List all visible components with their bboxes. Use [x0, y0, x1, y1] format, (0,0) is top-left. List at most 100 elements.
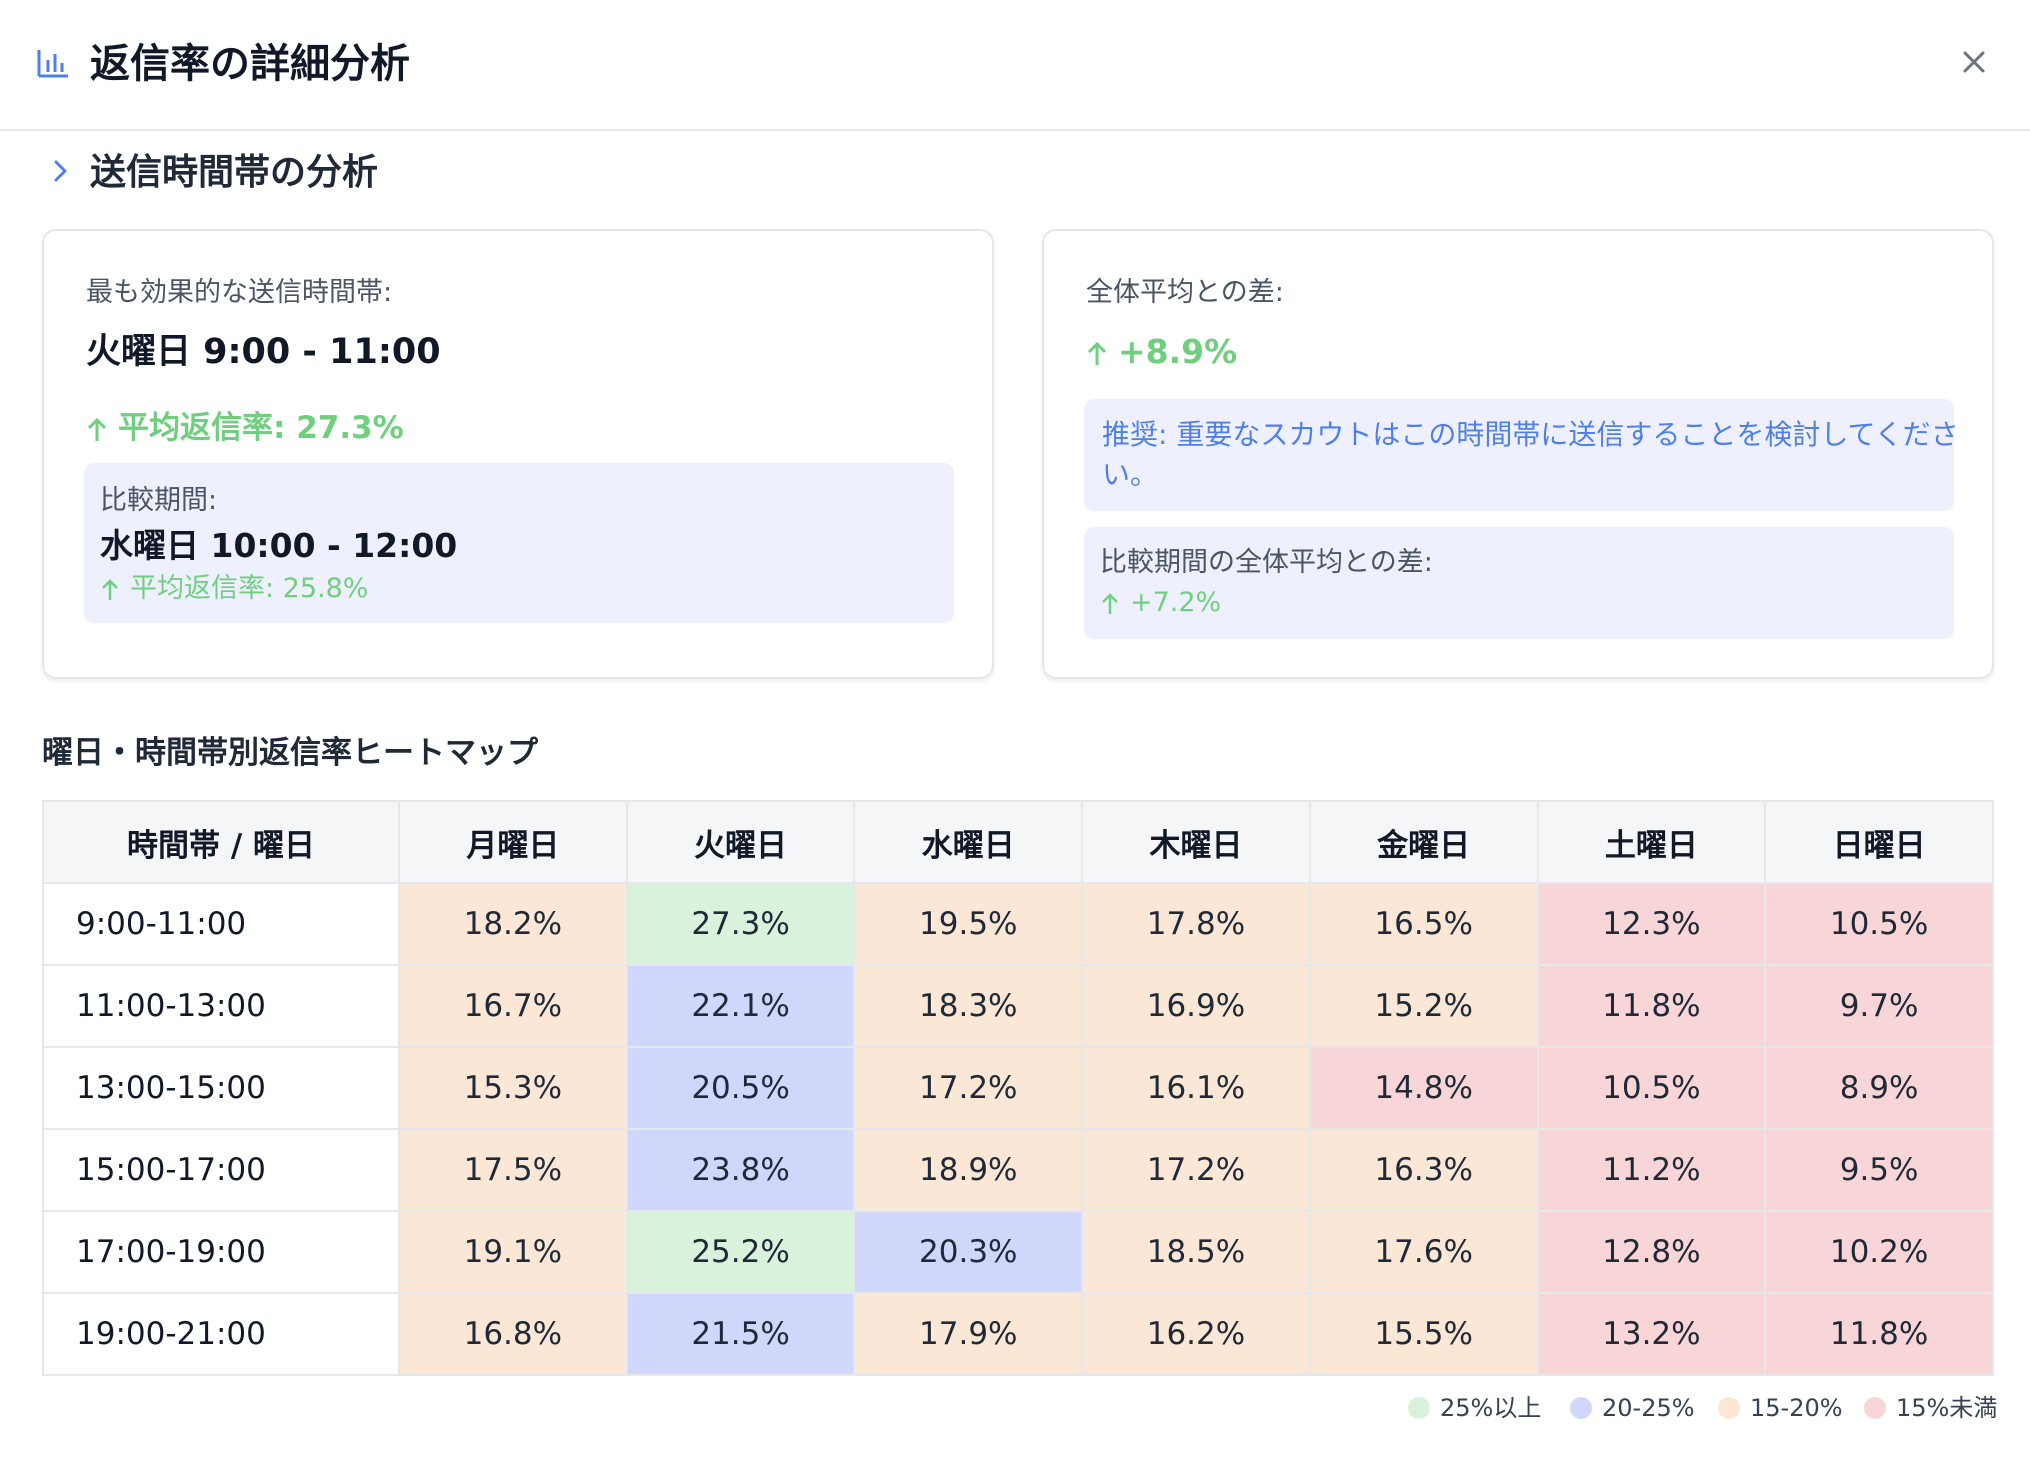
- best-time-label: 最も効果的な送信時間帯:: [86, 277, 393, 308]
- compare-period-rate: 平均返信率: 25.8%: [100, 569, 368, 609]
- table-row: 11:00-13:00 16.7% 22.1% 18.3% 16.9% 15.2…: [42, 964, 1994, 1048]
- rate-cell: 8.9%: [1764, 1046, 1994, 1130]
- compare-diff-label: 比較期間の全体平均との差:: [1100, 547, 1433, 578]
- arrow-up-icon: [87, 417, 107, 441]
- rate-cell: 11.8%: [1536, 964, 1767, 1048]
- best-time-value: 火曜日 9:00 - 11:00: [86, 332, 441, 372]
- rate-cell: 23.8%: [625, 1128, 856, 1212]
- rate-cell: 16.3%: [1308, 1128, 1539, 1212]
- rate-cell: 10.5%: [1536, 1046, 1767, 1130]
- rate-cell: 18.3%: [853, 964, 1084, 1048]
- heatmap-table: 時間帯 / 曜日 月曜日 火曜日 水曜日 木曜日 金曜日 土曜日 日曜日 9:0…: [42, 800, 1994, 1376]
- rate-cell: 20.5%: [625, 1046, 856, 1130]
- time-slot-cell: 15:00-17:00: [42, 1128, 400, 1212]
- legend-label-very-low: 15%未満: [1896, 1394, 1998, 1422]
- header-friday: 金曜日: [1308, 800, 1539, 884]
- header-time-day: 時間帯 / 曜日: [42, 800, 400, 884]
- rate-cell: 15.2%: [1308, 964, 1539, 1048]
- rate-cell: 9.5%: [1764, 1128, 1994, 1212]
- table-row: 19:00-21:00 16.8% 21.5% 17.9% 16.2% 15.5…: [42, 1292, 1994, 1376]
- compare-period-value: 水曜日 10:00 - 12:00: [100, 526, 458, 565]
- arrow-up-icon: [102, 578, 118, 600]
- rate-cell: 17.5%: [398, 1128, 628, 1212]
- heatmap-title: 曜日・時間帯別返信率ヒートマップ: [42, 735, 538, 771]
- compare-period-rate-text: 平均返信率: 25.8%: [130, 573, 369, 604]
- time-slot-cell: 17:00-19:00: [42, 1210, 400, 1294]
- time-slot-cell: 9:00-11:00: [42, 882, 400, 966]
- dialog-header: 返信率の詳細分析: [0, 0, 2030, 131]
- rate-cell: 16.2%: [1081, 1292, 1311, 1376]
- rate-cell: 12.3%: [1536, 882, 1767, 966]
- chevron-right-icon: [54, 160, 67, 182]
- time-slot-cell: 19:00-21:00: [42, 1292, 400, 1376]
- rate-cell: 19.1%: [398, 1210, 628, 1294]
- legend-swatch-low: [1718, 1397, 1740, 1419]
- legend-swatch-high: [1408, 1397, 1430, 1419]
- average-diff-label: 全体平均との差:: [1086, 277, 1284, 308]
- compare-period-box: 比較期間: 水曜日 10:00 - 12:00 平均返信率: 25.8%: [84, 463, 954, 623]
- table-row: 9:00-11:00 18.2% 27.3% 19.5% 17.8% 16.5%…: [42, 882, 1994, 966]
- best-time-card: 最も効果的な送信時間帯: 火曜日 9:00 - 11:00 平均返信率: 27.…: [42, 229, 994, 679]
- rate-cell: 18.5%: [1081, 1210, 1311, 1294]
- rate-cell: 17.2%: [853, 1046, 1084, 1130]
- time-slot-cell: 11:00-13:00: [42, 964, 400, 1048]
- compare-diff-box: 比較期間の全体平均との差: +7.2%: [1084, 527, 1954, 639]
- legend-swatch-mid: [1570, 1397, 1592, 1419]
- rate-cell: 18.2%: [398, 882, 628, 966]
- rate-cell: 17.2%: [1081, 1128, 1311, 1212]
- table-row: 13:00-15:00 15.3% 20.5% 17.2% 16.1% 14.8…: [42, 1046, 1994, 1130]
- arrow-up-icon: [1087, 341, 1107, 365]
- rate-cell: 27.3%: [625, 882, 856, 966]
- rate-cell: 17.9%: [853, 1292, 1084, 1376]
- rate-cell: 12.8%: [1536, 1210, 1767, 1294]
- compare-diff-value-text: +7.2%: [1130, 587, 1222, 618]
- rate-cell: 16.8%: [398, 1292, 628, 1376]
- best-time-rate-text: 平均返信率: 27.3%: [118, 410, 404, 446]
- rate-cell: 16.1%: [1081, 1046, 1311, 1130]
- rate-cell: 17.8%: [1081, 882, 1311, 966]
- best-time-rate: 平均返信率: 27.3%: [86, 403, 404, 453]
- recommendation-box: 推奨: 重要なスカウトはこの時間帯に送信することを検討してください。: [1084, 399, 1959, 511]
- rate-cell: 22.1%: [625, 964, 856, 1048]
- rate-cell: 11.8%: [1764, 1292, 1994, 1376]
- legend-swatch-very-low: [1864, 1397, 1886, 1419]
- rate-cell: 18.9%: [853, 1128, 1084, 1212]
- rate-cell: 25.2%: [625, 1210, 856, 1294]
- rate-cell: 17.6%: [1308, 1210, 1539, 1294]
- table-row: 15:00-17:00 17.5% 23.8% 18.9% 17.2% 16.3…: [42, 1128, 1994, 1212]
- average-diff-value: +8.9%: [1086, 327, 1237, 377]
- recommendation-text: 推奨: 重要なスカウトはこの時間帯に送信することを検討してください。: [1102, 418, 1959, 491]
- rate-cell: 15.3%: [398, 1046, 628, 1130]
- close-icon[interactable]: [1954, 42, 1994, 82]
- bar-chart-icon: [37, 50, 68, 78]
- rate-cell: 16.7%: [398, 964, 628, 1048]
- header-monday: 月曜日: [398, 800, 628, 884]
- average-diff-card: 全体平均との差: +8.9% 推奨: 重要なスカウトはこの時間帯に送信することを…: [1042, 229, 1994, 679]
- header-wednesday: 水曜日: [853, 800, 1084, 884]
- compare-period-label: 比較期間:: [100, 485, 218, 516]
- header-tuesday: 火曜日: [625, 800, 856, 884]
- heatmap-legend: 25%以上 20-25% 15-20% 15%未満: [1408, 1390, 1998, 1426]
- rate-cell: 15.5%: [1308, 1292, 1539, 1376]
- time-slot-cell: 13:00-15:00: [42, 1046, 400, 1130]
- section-title: 送信時間帯の分析: [90, 152, 379, 193]
- rate-cell: 11.2%: [1536, 1128, 1767, 1212]
- rate-cell: 16.9%: [1081, 964, 1311, 1048]
- dialog-title: 返信率の詳細分析: [90, 41, 410, 87]
- legend-label-high: 25%以上: [1440, 1394, 1542, 1422]
- arrow-up-icon: [1102, 592, 1118, 614]
- legend-label-mid: 20-25%: [1602, 1394, 1695, 1422]
- legend-label-low: 15-20%: [1750, 1394, 1843, 1422]
- rate-cell: 14.8%: [1308, 1046, 1539, 1130]
- rate-cell: 10.2%: [1764, 1210, 1994, 1294]
- header-saturday: 土曜日: [1536, 800, 1767, 884]
- rate-cell: 21.5%: [625, 1292, 856, 1376]
- rate-cell: 20.3%: [853, 1210, 1084, 1294]
- rate-cell: 13.2%: [1536, 1292, 1767, 1376]
- table-row: 17:00-19:00 19.1% 25.2% 20.3% 18.5% 17.6…: [42, 1210, 1994, 1294]
- rate-cell: 16.5%: [1308, 882, 1539, 966]
- header-sunday: 日曜日: [1764, 800, 1994, 884]
- compare-diff-value: +7.2%: [1100, 583, 1221, 623]
- rate-cell: 10.5%: [1764, 882, 1994, 966]
- heatmap-header-row: 時間帯 / 曜日 月曜日 火曜日 水曜日 木曜日 金曜日 土曜日 日曜日: [42, 800, 1994, 884]
